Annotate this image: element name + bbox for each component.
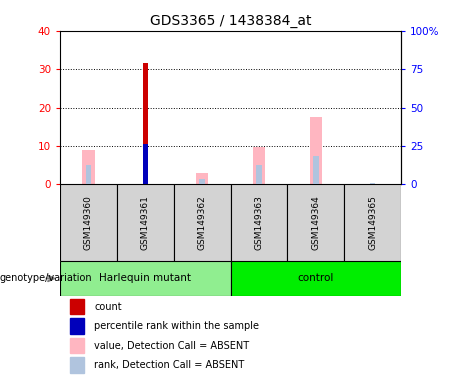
Bar — [370, 183, 375, 184]
Text: GSM149362: GSM149362 — [198, 195, 207, 250]
Bar — [82, 150, 95, 184]
Bar — [70, 338, 84, 353]
Text: GSM149360: GSM149360 — [84, 195, 93, 250]
Bar — [196, 173, 208, 184]
Bar — [230, 184, 287, 261]
Bar — [60, 261, 230, 296]
Bar — [117, 184, 174, 261]
Text: rank, Detection Call = ABSENT: rank, Detection Call = ABSENT — [94, 360, 244, 370]
Bar — [70, 299, 84, 314]
Text: value, Detection Call = ABSENT: value, Detection Call = ABSENT — [94, 341, 249, 351]
Bar — [253, 147, 265, 184]
Bar — [70, 318, 84, 334]
Text: percentile rank within the sample: percentile rank within the sample — [94, 321, 259, 331]
Bar — [256, 165, 262, 184]
Bar — [70, 358, 84, 372]
Bar — [142, 63, 148, 184]
Bar — [344, 184, 401, 261]
Text: GSM149365: GSM149365 — [368, 195, 377, 250]
Text: genotype/variation: genotype/variation — [0, 273, 93, 283]
Text: Harlequin mutant: Harlequin mutant — [99, 273, 191, 283]
Bar — [174, 184, 230, 261]
Text: control: control — [298, 273, 334, 283]
Text: GSM149363: GSM149363 — [254, 195, 263, 250]
Bar — [313, 156, 319, 184]
Bar — [142, 144, 148, 184]
Bar — [309, 117, 322, 184]
Bar — [86, 165, 91, 184]
Bar — [287, 184, 344, 261]
Bar — [230, 261, 401, 296]
Text: GSM149361: GSM149361 — [141, 195, 150, 250]
Text: count: count — [94, 302, 122, 312]
Bar — [60, 184, 117, 261]
Bar — [199, 179, 205, 184]
Text: GSM149364: GSM149364 — [311, 195, 320, 250]
Title: GDS3365 / 1438384_at: GDS3365 / 1438384_at — [150, 14, 311, 28]
